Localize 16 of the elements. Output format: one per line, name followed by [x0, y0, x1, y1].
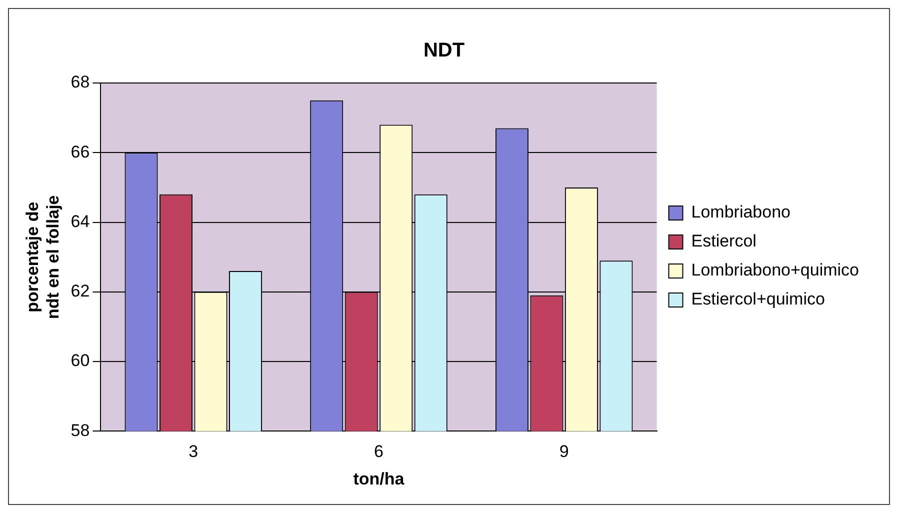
x-tick-label: 3	[188, 442, 198, 462]
y-tick-label: 58	[70, 420, 90, 440]
y-axis-title: porcentaje de ndt en el follaje	[22, 195, 62, 319]
x-tick-label: 6	[374, 442, 384, 462]
x-tick-label: 9	[559, 442, 569, 462]
y-tick-label: 64	[70, 212, 90, 231]
y-tick-label: 68	[70, 72, 90, 92]
y-tick-label: 62	[70, 282, 90, 301]
x-axis-title: ton/ha	[353, 469, 405, 488]
legend-label: Estiercol+quimico	[691, 290, 825, 309]
legend-label: Estiercol	[691, 232, 756, 251]
chart-title: NDT	[423, 40, 465, 62]
y-tick-label: 60	[70, 351, 90, 370]
y-tick-label: 66	[70, 142, 90, 162]
legend-label: Lombriabono	[691, 202, 791, 222]
legend-label: Lombriabono+quimico	[691, 260, 860, 280]
